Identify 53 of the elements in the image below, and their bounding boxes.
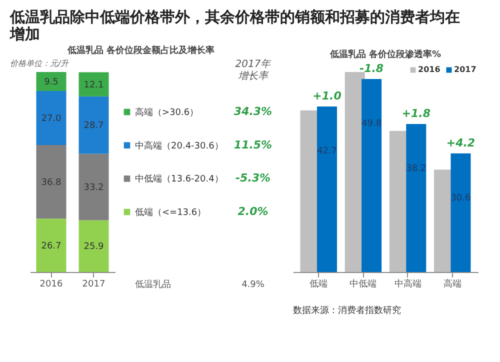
annotation: +4.2 [446, 136, 476, 150]
chart-title: 低温乳品 各价位段渗透率% [328, 48, 442, 60]
annotation: -1.8 [360, 62, 384, 75]
data-label: 9.5 [44, 78, 58, 88]
data-label: 28.7 [84, 121, 104, 132]
bar [36, 72, 66, 91]
legend-label: 低端（<=13.6） [135, 207, 206, 218]
data-label: 36.8 [41, 178, 62, 188]
bar [36, 145, 66, 219]
x-tick-label: 中高端 [394, 278, 422, 290]
data-label: 38.2 [406, 164, 426, 174]
x-tick-label: 高端 [443, 278, 462, 290]
bar [406, 124, 426, 272]
annotation: +1.0 [312, 89, 342, 102]
legend-label: 高端（>30.6） [135, 107, 199, 118]
text: 价格单位：元/升 [10, 59, 70, 68]
data-label: 42.7 [316, 146, 338, 156]
text: 低温乳品 各价位段金额占比及增长率 [66, 45, 215, 56]
x-tick-label: 低端 [310, 278, 328, 290]
text: 4.9% [242, 280, 265, 290]
bar [316, 106, 337, 272]
text: 2.0% [238, 205, 268, 218]
text: 低温乳品 [135, 279, 171, 290]
x-tick-label: 2016 [40, 280, 63, 290]
bar [78, 72, 109, 96]
legend-label: 中高端（20.4-30.6） [135, 140, 224, 152]
bar [78, 96, 109, 154]
bar [78, 220, 109, 272]
bar [36, 218, 66, 272]
text: 34.3% [234, 105, 272, 118]
bar [450, 153, 471, 272]
text: 2017年 [235, 58, 272, 70]
data-label: 30.6 [450, 193, 472, 204]
text: 11.5% [234, 138, 272, 152]
x-tick-label: 2017 [82, 280, 106, 290]
text: 增长率 [238, 70, 269, 82]
text: 低温乳品除中低端价格带外，其余价格带的销额和招募的消费者均在增加 [9, 8, 460, 43]
source-note: 数据来源：消费者指数研究 [293, 305, 401, 316]
data-label: 49.8 [362, 118, 382, 129]
data-label: 33.2 [84, 183, 104, 193]
x-tick-label: 中低端 [350, 278, 377, 290]
legend-label: 中低端（13.6-20.4） [135, 174, 224, 185]
data-label: 27.0 [41, 114, 62, 124]
text: -5.3% [235, 172, 271, 185]
bar [78, 154, 109, 220]
legend-label: 2016 [418, 65, 441, 74]
bar [362, 78, 382, 272]
data-label: 12.1 [84, 80, 104, 90]
data-label: 26.7 [41, 241, 62, 252]
legend-label: 2017 [454, 65, 476, 74]
annotation: +1.8 [402, 106, 431, 120]
bar [36, 91, 66, 145]
data-label: 25.9 [84, 242, 104, 252]
